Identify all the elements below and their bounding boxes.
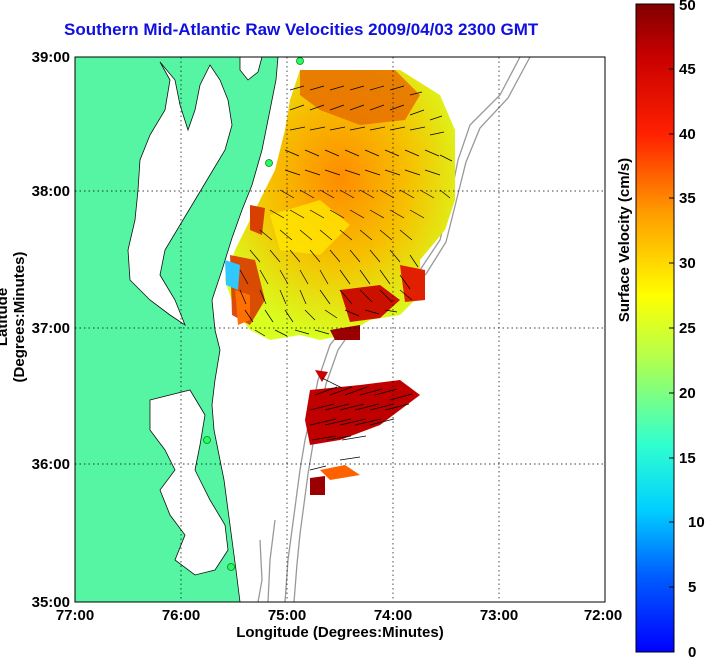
land-mass bbox=[75, 57, 279, 602]
colorbar-tick-label: 35 bbox=[679, 190, 696, 207]
colorbar-ticks bbox=[669, 68, 674, 588]
y-tick-label: 37:00 bbox=[32, 320, 70, 337]
x-axis-label: Longitude (Degrees:Minutes) bbox=[236, 624, 444, 641]
colorbar-tick-label: 0 bbox=[688, 644, 696, 659]
x-tick-label: 73:00 bbox=[480, 607, 518, 624]
x-tick-labels: 77:00 76:00 75:00 74:00 73:00 72:00 bbox=[56, 607, 622, 624]
colorbar-tick-label: 15 bbox=[679, 450, 696, 467]
x-tick-label: 76:00 bbox=[162, 607, 200, 624]
colorbar-tick-label: 50 bbox=[679, 0, 696, 14]
delaware-bay bbox=[239, 57, 263, 81]
colorbar-tick-label: 40 bbox=[679, 126, 696, 143]
x-tick-label: 77:00 bbox=[56, 607, 94, 624]
grid-lines bbox=[75, 57, 605, 602]
plot-frame bbox=[74, 56, 606, 603]
colorbar-tick-label: 5 bbox=[688, 579, 696, 596]
colorbar-tick-label: 20 bbox=[679, 385, 696, 402]
x-tick-label: 74:00 bbox=[374, 607, 412, 624]
colorbar-tick-label: 45 bbox=[679, 61, 696, 78]
colorbar-tick-label: 30 bbox=[679, 255, 696, 272]
colorbar-tick-label: 10 bbox=[688, 514, 705, 531]
chesapeake-bay bbox=[127, 61, 233, 327]
y-tick-label: 36:00 bbox=[32, 456, 70, 473]
colorbar-tick-labels: 50 45 40 35 30 25 20 15 10 5 0 bbox=[679, 0, 705, 659]
map-title: Southern Mid-Atlantic Raw Velocities 200… bbox=[64, 20, 539, 39]
x-tick-label: 72:00 bbox=[584, 607, 622, 624]
radar-sites bbox=[203, 57, 304, 571]
y-tick-label: 35:00 bbox=[32, 594, 70, 611]
pamlico-sound bbox=[149, 389, 229, 576]
velocity-vectors bbox=[239, 85, 453, 471]
y-tick-label: 39:00 bbox=[32, 49, 70, 66]
velocity-field bbox=[225, 70, 455, 495]
y-tick-label: 38:00 bbox=[32, 183, 70, 200]
colorbar bbox=[635, 3, 675, 653]
colorbar-tick-label: 25 bbox=[679, 320, 696, 337]
y-tick-labels: 39:00 38:00 37:00 36:00 35:00 bbox=[32, 49, 70, 611]
x-tick-label: 75:00 bbox=[268, 607, 306, 624]
